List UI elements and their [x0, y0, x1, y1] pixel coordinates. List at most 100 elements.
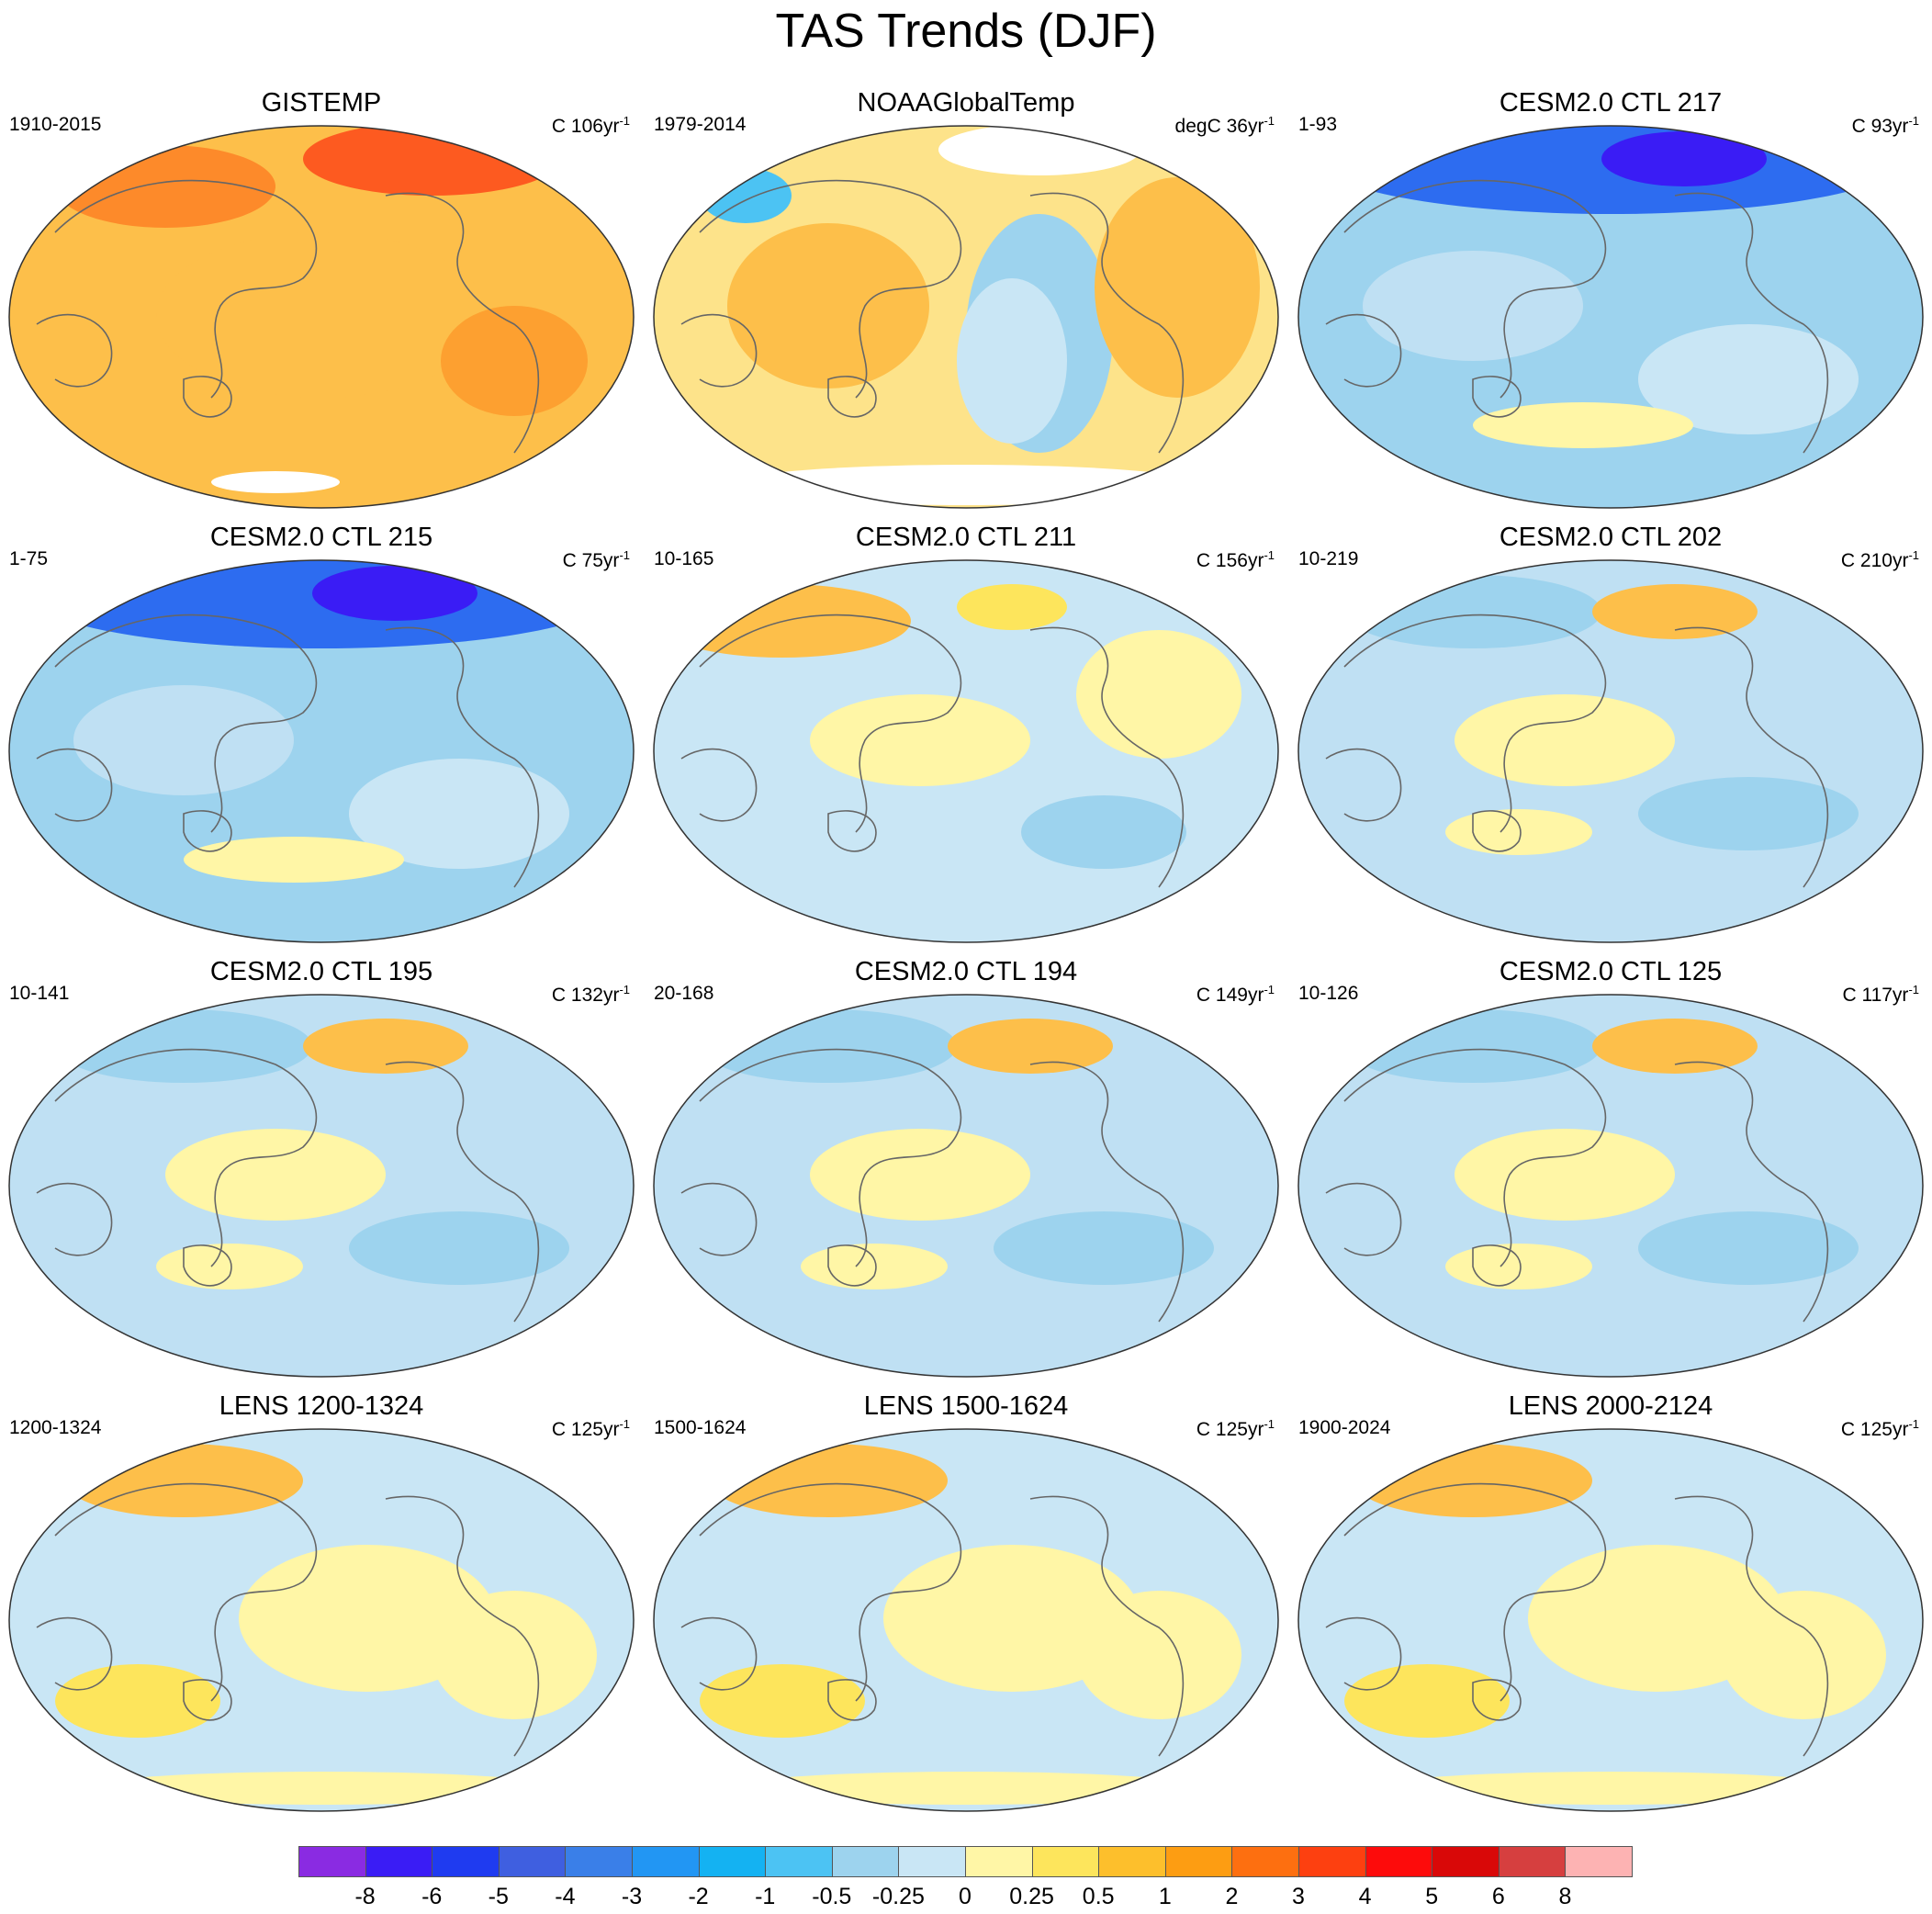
trend-region: [303, 126, 560, 196]
panel-units: C 125yr-1: [1196, 1411, 1275, 1444]
colorbar-swatch: [831, 1846, 900, 1877]
panel-title: CESM2.0 CTL 217: [1499, 88, 1723, 118]
colorbar-tick-label: 8: [1558, 1884, 1572, 1909]
world-map: [8, 994, 635, 1378]
missing-data-region: [727, 465, 1205, 505]
panel-units: degC 36yr-1: [1175, 107, 1275, 141]
world-map: [8, 1428, 635, 1812]
panel-units: C 132yr-1: [552, 976, 630, 1009]
colorbar-tick-label: 3: [1292, 1884, 1305, 1909]
trend-field: [1298, 126, 1923, 508]
panel-period: 10-141: [9, 983, 70, 1004]
colorbar-tick-label: -0.5: [812, 1884, 852, 1909]
world-map: [8, 559, 635, 943]
map-border: [1297, 1428, 1924, 1812]
colorbar-swatch: [1031, 1846, 1100, 1877]
trend-region: [1021, 795, 1186, 869]
colorbar-tick-label: 1: [1158, 1884, 1172, 1909]
colorbar-swatch: [1164, 1846, 1233, 1877]
trend-region: [994, 1211, 1214, 1285]
colorbar-tick-label: -2: [688, 1884, 709, 1909]
panel-title: CESM2.0 CTL 194: [854, 957, 1078, 986]
colorbar-swatch: [298, 1846, 366, 1877]
panel-title: NOAAGlobalTemp: [857, 88, 1075, 118]
colorbar-swatch: [498, 1846, 567, 1877]
trend-region: [810, 694, 1030, 786]
coastline: [680, 1048, 1185, 1323]
panel-units-text: C 117yr: [1842, 985, 1909, 1006]
missing-data-region: [211, 471, 340, 493]
trend-region: [1638, 777, 1859, 850]
panel-period: 10-165: [654, 548, 714, 569]
panel-units: C 106yr-1: [552, 107, 630, 141]
colorbar-tick-label: -5: [488, 1884, 509, 1909]
trend-region: [948, 1019, 1113, 1074]
panel-units-exponent: -1: [1908, 548, 1919, 562]
figure-title: TAS Trends (DJF): [775, 5, 1157, 58]
panel-units: C 125yr-1: [1841, 1411, 1919, 1444]
colorbar-swatch: [1432, 1846, 1500, 1877]
trend-field: [9, 995, 634, 1377]
panel-units-text: C 75yr: [562, 550, 620, 571]
trend-region: [1455, 694, 1675, 786]
world-map: [653, 125, 1279, 509]
map-panel: CESM2.0 CTL 194 20-168 C 149yr-1: [645, 956, 1287, 1388]
colorbar-tick-label: -1: [755, 1884, 776, 1909]
world-map: [653, 1428, 1279, 1812]
panel-title: CESM2.0 CTL 211: [855, 523, 1077, 552]
coastline: [36, 614, 540, 888]
panel-period: 1-93: [1298, 114, 1338, 135]
panel-units-text: C 210yr: [1840, 550, 1909, 571]
colorbar-tick-label: -6: [421, 1884, 443, 1909]
colorbar-tick-label: 6: [1491, 1884, 1505, 1909]
world-map: [1297, 559, 1924, 943]
panel-title: GISTEMP: [261, 88, 382, 118]
map-panel: GISTEMP 1910-2015 C 106yr-1: [0, 87, 643, 519]
trend-region: [156, 1244, 303, 1289]
colorbar-swatch: [1098, 1846, 1166, 1877]
trend-region: [73, 685, 294, 795]
trend-field: [9, 126, 634, 508]
map-border: [8, 125, 635, 509]
panel-period: 1200-1324: [9, 1417, 102, 1438]
panel-units-exponent: -1: [619, 1417, 630, 1431]
map-panel: NOAAGlobalTemp 1979-2014 degC 36yr-1: [645, 87, 1287, 519]
trend-region: [1344, 1664, 1510, 1738]
trend-region: [165, 1129, 386, 1221]
colorbar-swatch: [565, 1846, 633, 1877]
coastline: [1325, 179, 1829, 454]
panel-period: 1500-1624: [654, 1417, 747, 1438]
trend-region: [55, 1664, 220, 1738]
panel-period: 1900-2024: [1298, 1417, 1391, 1438]
map-panel: LENS 2000-2124 1900-2024 C 125yr-1: [1289, 1390, 1932, 1822]
trend-region: [700, 168, 792, 223]
map-border: [653, 1428, 1279, 1812]
colorbar-swatch: [432, 1846, 500, 1877]
map-panel: CESM2.0 CTL 217 1-93 C 93yr-1: [1289, 87, 1932, 519]
panel-title: LENS 1500-1624: [863, 1391, 1069, 1421]
trend-region: [303, 1019, 468, 1074]
map-panel: CESM2.0 CTL 195 10-141 C 132yr-1: [0, 956, 643, 1388]
panel-units-text: C 125yr: [1196, 1419, 1264, 1440]
panel-units: C 93yr-1: [1852, 107, 1919, 141]
colorbar-swatch: [1298, 1846, 1366, 1877]
trend-region: [1592, 1019, 1758, 1074]
panel-units-exponent: -1: [1908, 1417, 1919, 1431]
colorbar-swatch: [965, 1846, 1033, 1877]
trend-region: [432, 1591, 597, 1719]
colorbar-tick-label: -0.25: [871, 1884, 925, 1909]
map-border: [653, 125, 1279, 509]
panel-units-text: C 132yr: [551, 985, 620, 1006]
map-border: [653, 559, 1279, 943]
trend-region: [1445, 809, 1592, 855]
panel-period: 10-126: [1298, 983, 1359, 1004]
panel-units: C 75yr-1: [563, 542, 630, 575]
trend-region: [801, 1244, 948, 1289]
trend-region: [700, 1664, 865, 1738]
panel-units-text: C 125yr: [551, 1419, 620, 1440]
colorbar: [298, 1846, 1633, 1877]
panel-period: 1-75: [9, 548, 49, 569]
world-map: [1297, 125, 1924, 509]
panel-units-text: degC 36yr: [1174, 116, 1264, 137]
trend-region: [1372, 1772, 1849, 1805]
